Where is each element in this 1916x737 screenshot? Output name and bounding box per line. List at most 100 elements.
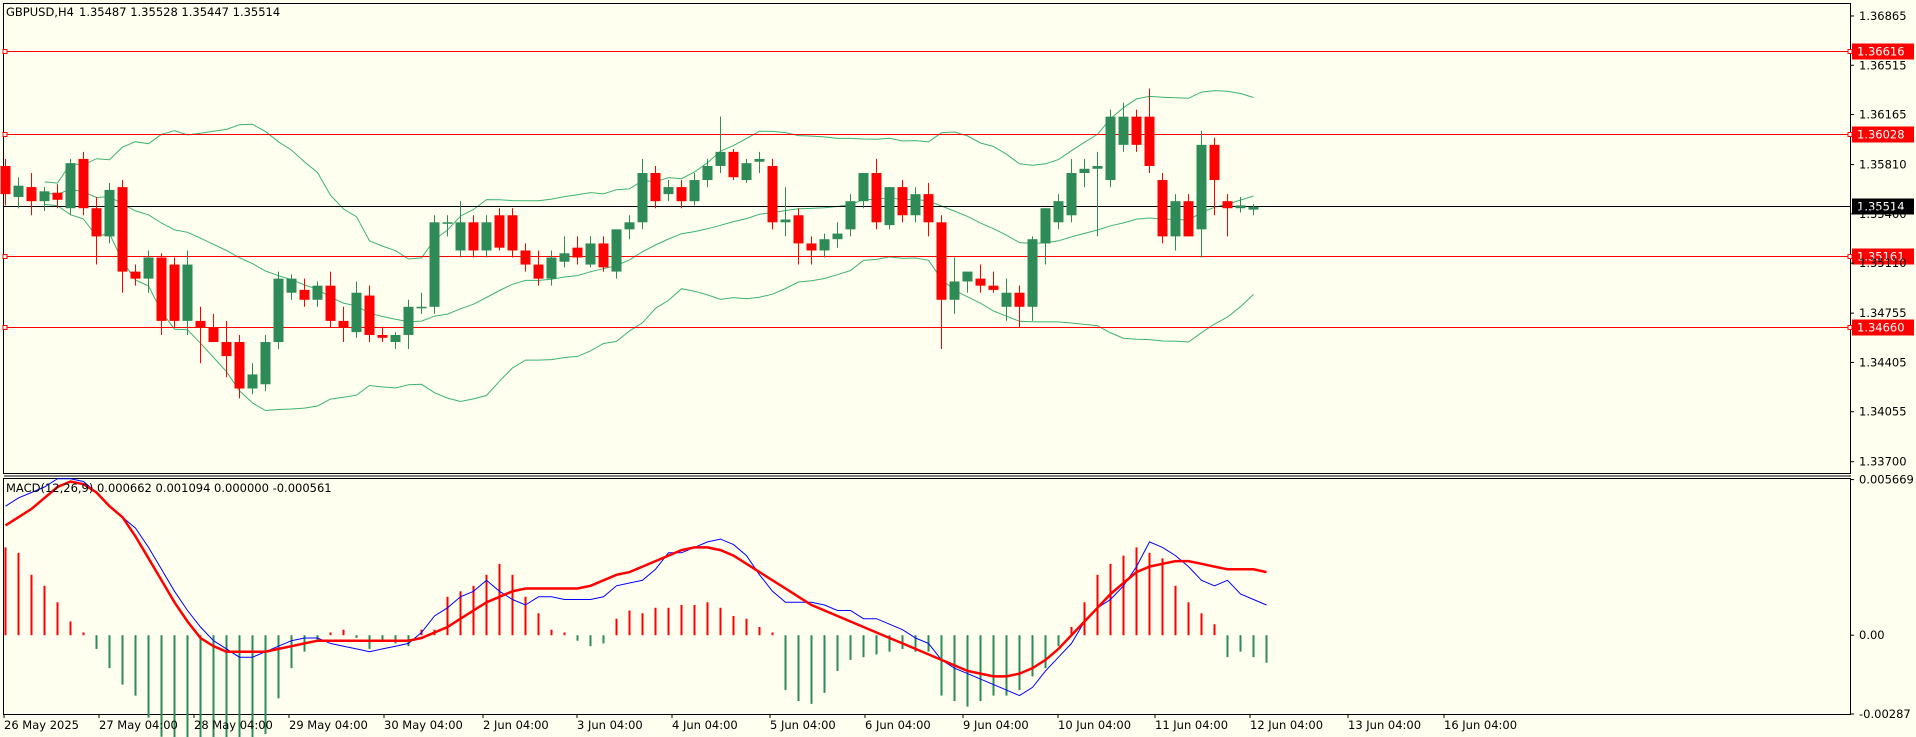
candle-bull bbox=[390, 334, 401, 343]
candle-bear bbox=[117, 187, 128, 272]
candle-bull bbox=[403, 306, 414, 335]
candle-bull bbox=[1235, 205, 1246, 209]
candle-bull bbox=[949, 281, 960, 300]
price-tick-label: 1.35810 bbox=[1859, 158, 1907, 172]
candle-bull bbox=[689, 180, 700, 202]
candle-bear bbox=[728, 151, 739, 178]
candle-bear bbox=[806, 243, 817, 251]
macd-lines bbox=[4, 478, 1267, 697]
candle-bull bbox=[442, 222, 453, 224]
candle-bull bbox=[1001, 292, 1012, 307]
time-tick-label: 3 Jun 04:00 bbox=[577, 718, 643, 732]
candle-bull bbox=[1170, 201, 1181, 237]
candle-bear bbox=[1144, 116, 1155, 166]
candle-bull bbox=[1053, 201, 1064, 223]
candle-bull bbox=[832, 233, 843, 240]
time-tick-label: 30 May 04:00 bbox=[384, 718, 463, 732]
candle-bear bbox=[676, 187, 687, 202]
price-tick-label: 1.34755 bbox=[1859, 306, 1907, 320]
candle-bull bbox=[351, 292, 362, 333]
level-handle-right bbox=[1847, 254, 1853, 259]
price-tick-label: 1.35460 bbox=[1859, 207, 1907, 221]
macd-tick-label: 0.00 bbox=[1859, 628, 1885, 642]
candle-bear bbox=[975, 278, 986, 286]
current-price-tag bbox=[1852, 198, 1914, 215]
price-tick-label: 1.33700 bbox=[1859, 455, 1907, 469]
price-tick-label: 1.36515 bbox=[1859, 58, 1907, 72]
candle-bull bbox=[611, 229, 622, 272]
level-price-tag bbox=[1852, 248, 1914, 265]
time-tick-label: 6 Jun 04:00 bbox=[865, 718, 931, 732]
candle-bear bbox=[793, 215, 804, 244]
candle-bull bbox=[962, 271, 973, 282]
candle-bear bbox=[377, 334, 388, 338]
candle-bear bbox=[91, 208, 102, 237]
candle-bull bbox=[819, 239, 830, 251]
time-tick-label: 12 Jun 04:00 bbox=[1250, 718, 1323, 732]
candle-bull bbox=[1196, 144, 1207, 230]
candle-bear bbox=[897, 187, 908, 216]
candle-bull bbox=[429, 222, 440, 307]
macd-tick-label: -0.00287 bbox=[1859, 707, 1911, 721]
time-tick-label: 16 Jun 04:00 bbox=[1444, 718, 1517, 732]
time-tick-label: 27 May 04:00 bbox=[99, 718, 178, 732]
macd-histogram bbox=[4, 547, 1268, 737]
candle-bear bbox=[325, 285, 336, 321]
candle-bull bbox=[260, 342, 271, 385]
candle-bull bbox=[741, 163, 752, 181]
macd-panel-frame bbox=[3, 478, 1851, 715]
candle-bear bbox=[494, 215, 505, 248]
candle-bull bbox=[182, 264, 193, 321]
level-handle-left bbox=[2, 49, 8, 54]
candle-bull bbox=[585, 243, 596, 265]
time-tick-label: 2 Jun 04:00 bbox=[483, 718, 549, 732]
candle-bear bbox=[1183, 201, 1194, 237]
macd-label: MACD(12,26,9) 0.000662 0.001094 0.000000… bbox=[6, 481, 332, 495]
candle-bull bbox=[65, 163, 76, 209]
time-tick-label: 26 May 2025 bbox=[4, 718, 79, 732]
candle-bull bbox=[702, 165, 713, 181]
price-tick-label: 1.35110 bbox=[1859, 256, 1907, 270]
candle-bear bbox=[26, 187, 37, 202]
candle-bull bbox=[143, 257, 154, 279]
time-tick-label: 4 Jun 04:00 bbox=[672, 718, 738, 732]
candle-bear bbox=[988, 285, 999, 290]
bb-upper bbox=[44, 90, 1254, 260]
candle-bear bbox=[208, 327, 219, 343]
candle-bear bbox=[156, 257, 167, 321]
candle-bear bbox=[598, 243, 609, 268]
level-handle-right bbox=[1847, 325, 1853, 330]
bb-lower bbox=[44, 203, 1254, 412]
candle-bear bbox=[1157, 180, 1168, 237]
price-axis: 1.36865 1.36515 1.36165 1.35810 1.35460 1.351… bbox=[1850, 9, 1907, 469]
candle-bear bbox=[1014, 292, 1025, 307]
level-price-label: 1.35161 bbox=[1857, 250, 1905, 264]
candle-bear bbox=[520, 250, 531, 265]
candle-bull bbox=[559, 253, 570, 262]
macd-axis: 0.005669 0.00 -0.00287 bbox=[1850, 473, 1914, 721]
level-handle-right bbox=[1847, 49, 1853, 54]
current-price-label: 1.35514 bbox=[1857, 200, 1905, 214]
candlesticks bbox=[0, 88, 1259, 399]
macd-main-line bbox=[5, 478, 1267, 697]
level-price-label: 1.34660 bbox=[1857, 321, 1905, 335]
level-price-tag bbox=[1852, 319, 1914, 336]
candle-bear bbox=[338, 320, 349, 328]
time-tick-label: 11 Jun 04:00 bbox=[1155, 718, 1228, 732]
candle-bear bbox=[234, 342, 245, 389]
candle-bull bbox=[1248, 206, 1259, 210]
candle-bear bbox=[767, 165, 778, 223]
time-tick-label: 5 Jun 04:00 bbox=[770, 718, 836, 732]
price-tick-label: 1.34055 bbox=[1859, 405, 1907, 419]
candle-bear bbox=[195, 320, 206, 328]
candle-bull bbox=[416, 306, 427, 309]
candle-bear bbox=[1131, 116, 1142, 145]
candle-bull bbox=[481, 222, 492, 251]
candle-bull bbox=[910, 194, 921, 216]
time-tick-label: 29 May 04:00 bbox=[289, 718, 368, 732]
candle-bull bbox=[104, 189, 115, 237]
candle-bull bbox=[1092, 165, 1103, 169]
candle-bear bbox=[221, 342, 232, 357]
